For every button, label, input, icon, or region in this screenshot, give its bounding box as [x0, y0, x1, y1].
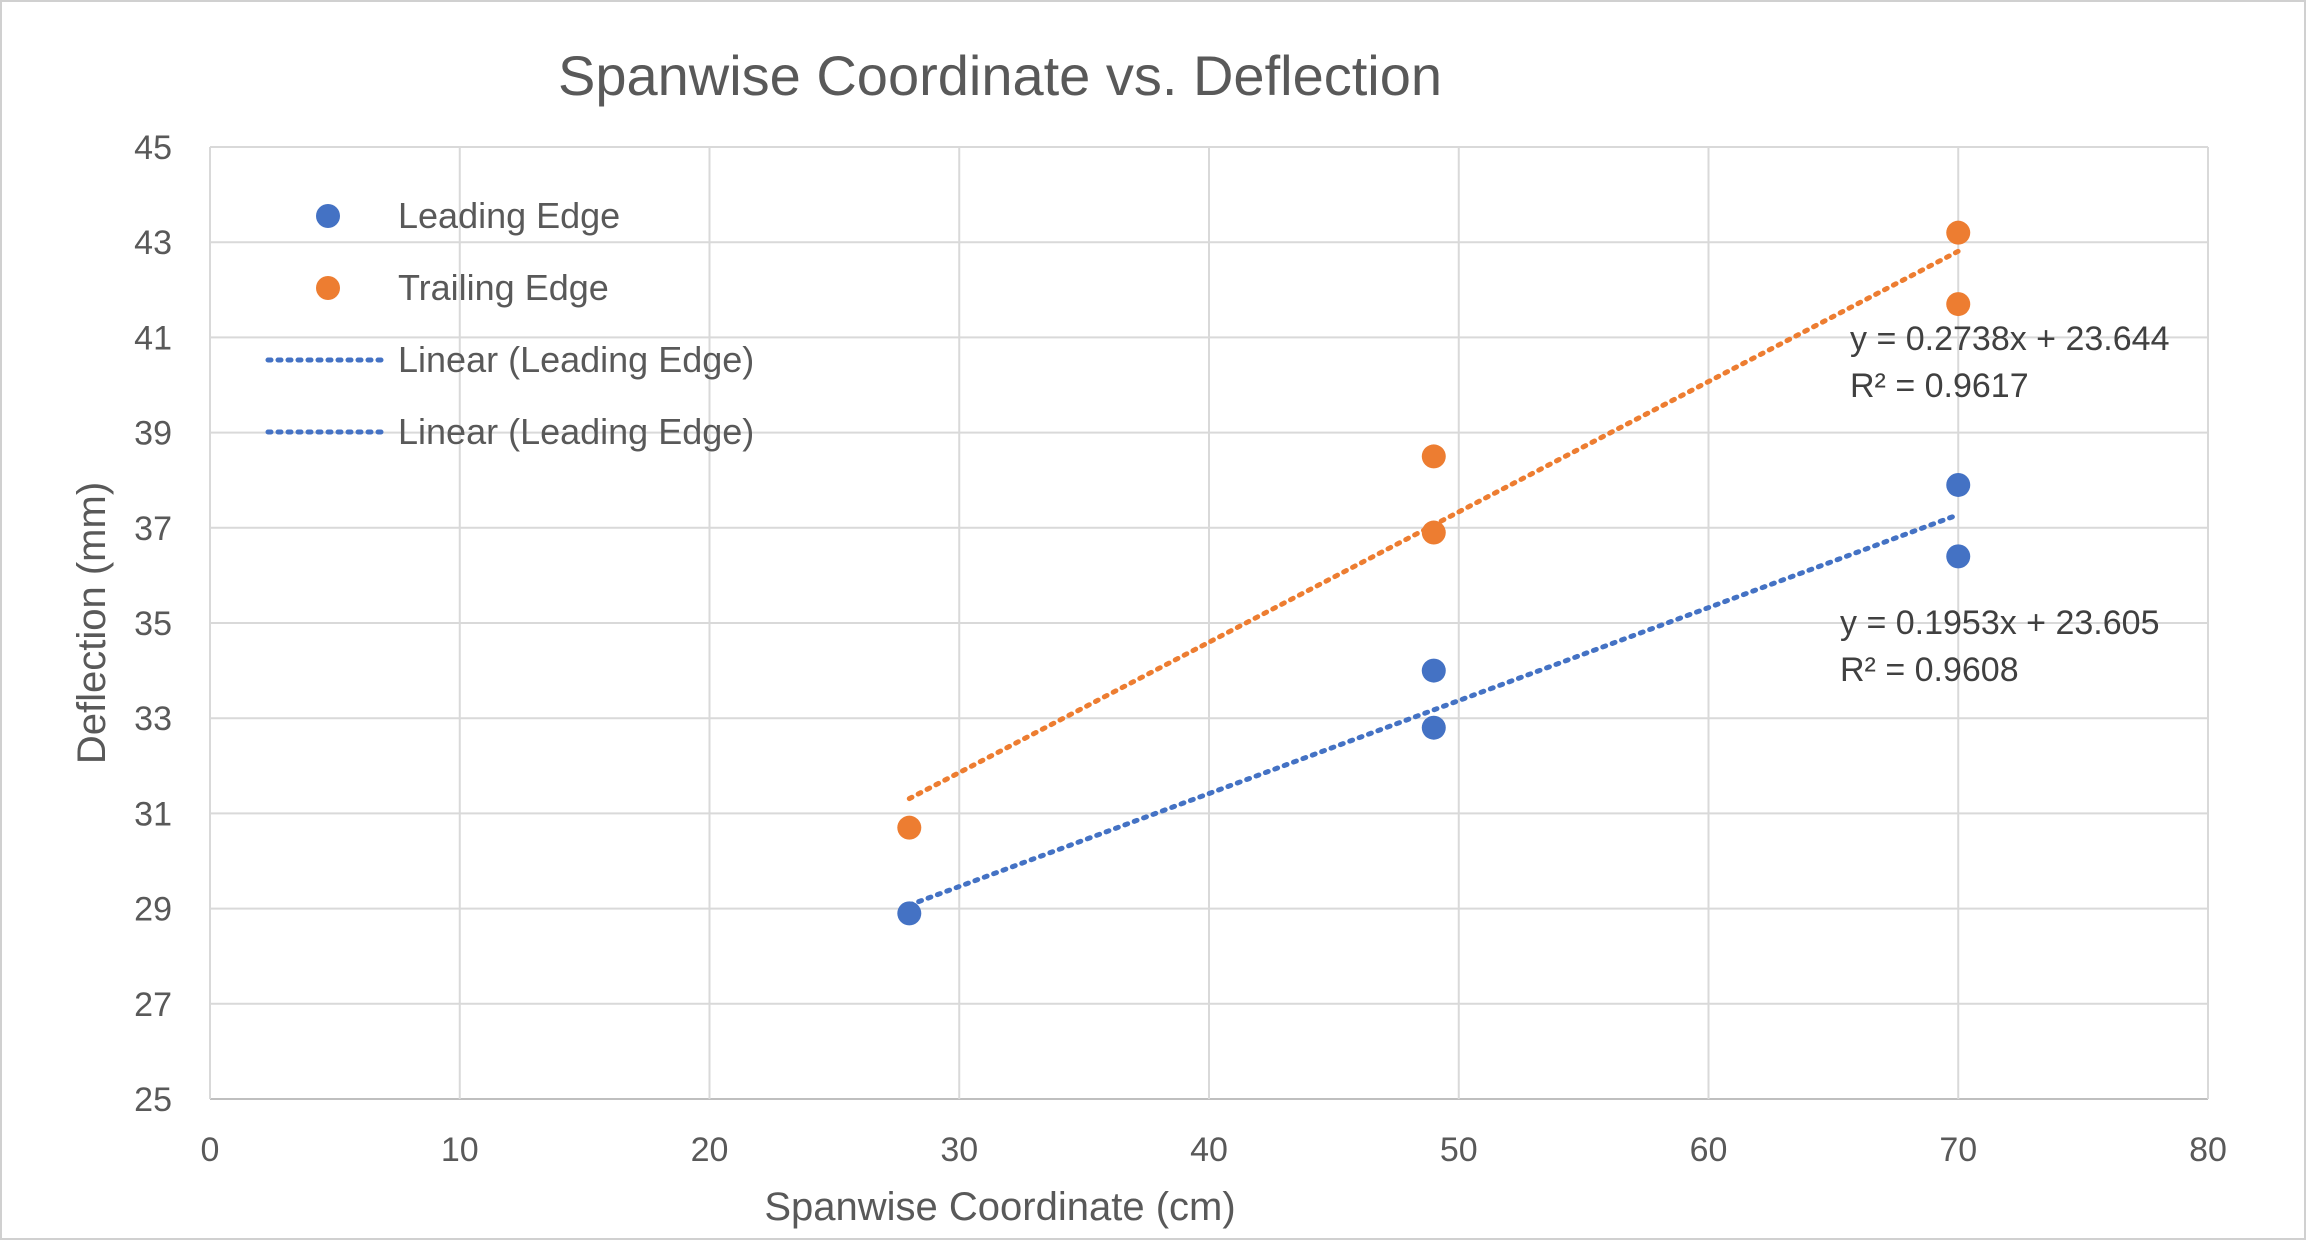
y-tick-label: 33 [134, 700, 172, 738]
data-point [1421, 444, 1446, 469]
trendline-equation: y = 0.2738x + 23.644 [1850, 320, 2169, 358]
axis-layer: 25 27 29 31 33 35 37 39 41 43 45 0 10 20 30 40 50 60 70 80 [134, 129, 2227, 1169]
y-axis-title: Deflection (mm) [70, 482, 114, 764]
trendline-equation: y = 0.1953x + 23.605 [1840, 604, 2159, 642]
data-point [1421, 715, 1446, 740]
data-point [1421, 658, 1446, 683]
legend-marker [316, 276, 340, 300]
x-tick-label: 30 [940, 1131, 978, 1169]
trendline-annotations: y = 0.1953x + 23.605 R² = 0.9608 y = 0.273… [1840, 320, 2169, 689]
y-tick-label: 37 [134, 510, 172, 548]
y-tick-label: 43 [134, 224, 172, 262]
data-point [897, 901, 922, 926]
legend-label: Trailing Edge [398, 267, 609, 308]
point-layer [897, 220, 1971, 926]
y-tick-label: 39 [134, 415, 172, 453]
legend-label: Linear (Leading Edge) [398, 339, 754, 380]
x-tick-label: 40 [1190, 1131, 1228, 1169]
y-tick-label: 35 [134, 605, 172, 643]
x-tick-label: 80 [2189, 1131, 2227, 1169]
y-tick-label: 41 [134, 319, 172, 357]
y-tick-label: 31 [134, 795, 172, 833]
trendline [906, 512, 1961, 908]
x-tick-label: 10 [441, 1131, 479, 1169]
legend: Leading Edge Trailing Edge Linear (Leading… [265, 195, 754, 452]
y-tick-label: 45 [134, 129, 172, 167]
data-point [897, 815, 922, 840]
trendline-r-squared: R² = 0.9608 [1840, 651, 2019, 689]
data-point [1946, 544, 1971, 569]
legend-marker [316, 204, 340, 228]
legend-label: Leading Edge [398, 195, 620, 236]
y-tick-label: 29 [134, 891, 172, 929]
x-tick-label: 70 [1939, 1131, 1977, 1169]
y-tick-label: 25 [134, 1081, 172, 1119]
data-point [1946, 220, 1971, 245]
x-tick-label: 50 [1440, 1131, 1478, 1169]
x-tick-label: 60 [1690, 1131, 1728, 1169]
data-point [1946, 472, 1971, 497]
grid-layer [209, 146, 2209, 1100]
data-point [1421, 520, 1446, 545]
x-tick-label: 0 [201, 1131, 220, 1169]
legend-label: Linear (Leading Edge) [398, 411, 754, 452]
data-point [1946, 292, 1971, 317]
x-tick-label: 20 [691, 1131, 729, 1169]
chart-title: Spanwise Coordinate vs. Deflection [558, 44, 1442, 107]
x-axis-title: Spanwise Coordinate (cm) [764, 1185, 1235, 1229]
trendline-r-squared: R² = 0.9617 [1850, 367, 2029, 405]
y-tick-label: 27 [134, 986, 172, 1024]
